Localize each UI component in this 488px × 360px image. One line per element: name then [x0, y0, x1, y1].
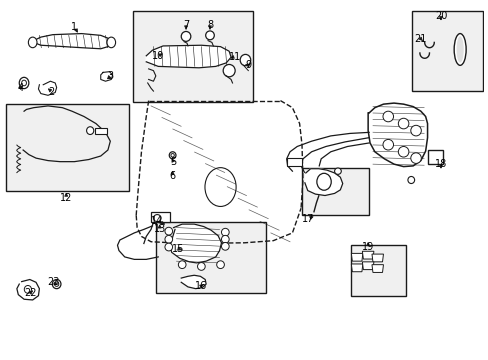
- Ellipse shape: [107, 37, 115, 48]
- Ellipse shape: [221, 228, 229, 236]
- Bar: [133, 11, 253, 102]
- Ellipse shape: [169, 152, 176, 159]
- Text: 14: 14: [151, 216, 163, 226]
- Ellipse shape: [52, 279, 61, 289]
- Polygon shape: [351, 264, 362, 272]
- Ellipse shape: [164, 243, 172, 251]
- Bar: [302, 168, 368, 215]
- Text: 21: 21: [414, 34, 426, 44]
- Polygon shape: [170, 224, 221, 263]
- Text: 18: 18: [434, 159, 446, 169]
- Ellipse shape: [223, 64, 235, 77]
- Text: 20: 20: [434, 11, 446, 21]
- Polygon shape: [362, 251, 373, 259]
- Ellipse shape: [86, 127, 94, 135]
- Bar: [411, 12, 482, 91]
- Text: 2: 2: [49, 87, 55, 97]
- Text: 19: 19: [361, 242, 373, 252]
- Ellipse shape: [164, 235, 172, 243]
- Polygon shape: [367, 103, 427, 167]
- Polygon shape: [146, 45, 231, 68]
- Ellipse shape: [153, 215, 161, 222]
- Ellipse shape: [178, 261, 185, 269]
- Bar: [156, 222, 265, 293]
- Ellipse shape: [334, 168, 341, 174]
- Polygon shape: [17, 279, 40, 300]
- Text: 9: 9: [245, 60, 251, 70]
- Bar: [427, 150, 442, 164]
- Bar: [95, 128, 107, 134]
- Ellipse shape: [316, 173, 330, 190]
- Ellipse shape: [221, 235, 229, 243]
- Ellipse shape: [398, 147, 408, 157]
- Text: 7: 7: [183, 21, 189, 31]
- Polygon shape: [371, 254, 383, 262]
- Ellipse shape: [407, 176, 414, 184]
- Ellipse shape: [171, 153, 174, 157]
- Ellipse shape: [54, 282, 59, 286]
- Text: 17: 17: [302, 214, 314, 224]
- Bar: [350, 245, 406, 296]
- Polygon shape: [34, 33, 110, 49]
- Ellipse shape: [24, 285, 31, 293]
- Ellipse shape: [205, 31, 214, 40]
- Ellipse shape: [221, 242, 229, 250]
- Ellipse shape: [181, 31, 190, 41]
- Bar: [286, 158, 302, 166]
- Text: 5: 5: [170, 157, 176, 167]
- Text: 1: 1: [71, 22, 77, 32]
- Polygon shape: [181, 275, 206, 289]
- Polygon shape: [351, 253, 362, 261]
- Text: 16: 16: [195, 281, 207, 291]
- Text: 3: 3: [107, 71, 113, 81]
- Ellipse shape: [240, 54, 250, 66]
- Text: 6: 6: [169, 171, 175, 181]
- Ellipse shape: [410, 125, 421, 136]
- Ellipse shape: [398, 118, 408, 129]
- Ellipse shape: [453, 33, 465, 65]
- Bar: [151, 212, 170, 222]
- Bar: [6, 104, 128, 190]
- Ellipse shape: [164, 227, 172, 235]
- Ellipse shape: [382, 111, 393, 122]
- Text: 12: 12: [60, 193, 72, 203]
- Ellipse shape: [197, 262, 205, 270]
- Text: 10: 10: [152, 51, 164, 61]
- Ellipse shape: [216, 261, 224, 269]
- Polygon shape: [39, 81, 57, 95]
- Text: 15: 15: [172, 244, 184, 254]
- Text: 4: 4: [18, 82, 24, 93]
- Ellipse shape: [19, 77, 29, 89]
- Polygon shape: [304, 169, 342, 195]
- Polygon shape: [371, 265, 383, 273]
- Text: 22: 22: [24, 288, 37, 298]
- Ellipse shape: [382, 139, 393, 150]
- Ellipse shape: [28, 37, 37, 48]
- Text: 23: 23: [47, 277, 60, 287]
- Ellipse shape: [456, 36, 463, 63]
- Ellipse shape: [410, 153, 421, 163]
- Ellipse shape: [21, 80, 26, 86]
- Text: 13: 13: [153, 224, 165, 234]
- Polygon shape: [362, 262, 373, 270]
- Text: 11: 11: [228, 51, 241, 62]
- Text: 8: 8: [206, 21, 213, 31]
- Polygon shape: [101, 72, 112, 81]
